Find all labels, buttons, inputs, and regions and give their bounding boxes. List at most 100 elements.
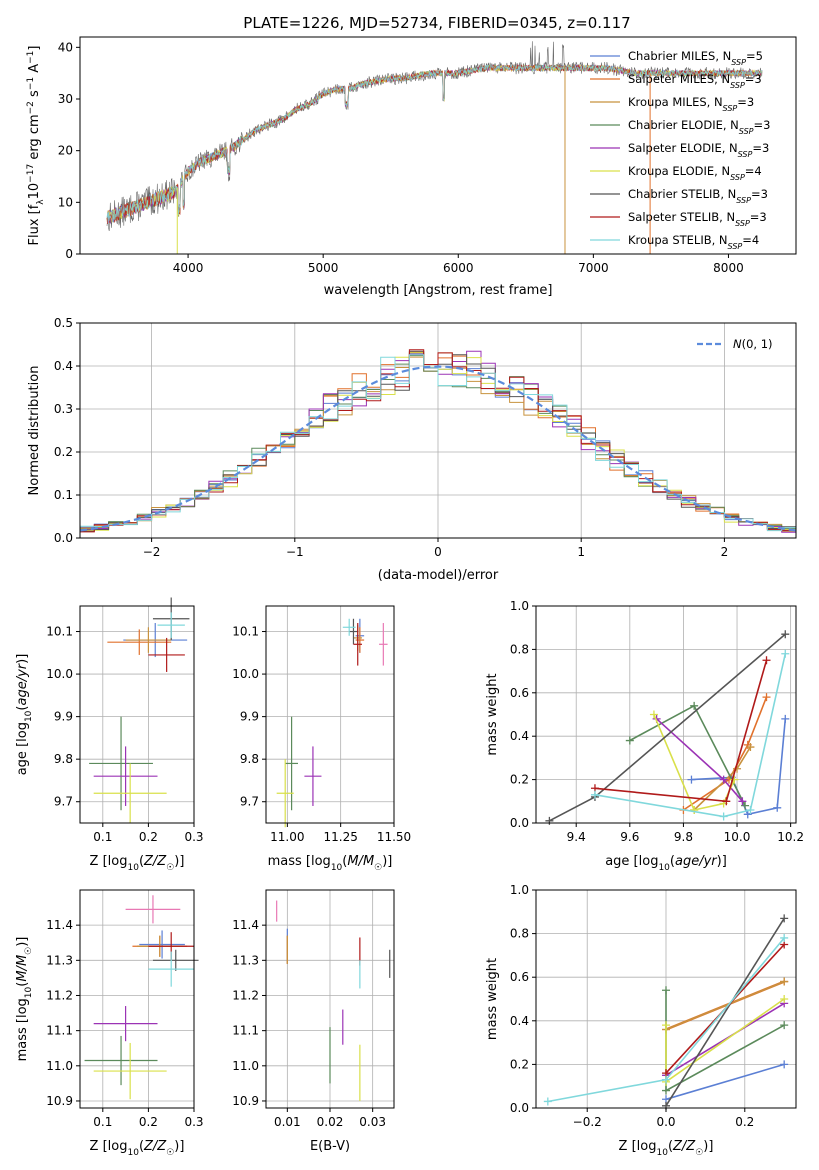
y-tick-label-0: 0.0 (510, 816, 529, 830)
x-tick-label-0: 11.00 (270, 830, 304, 844)
y-tick-label-2: 11.1 (46, 1024, 73, 1038)
y-tick-label-2: 20 (58, 144, 73, 158)
y-tick-label-5: 0.5 (54, 316, 73, 330)
series-line-kroupa-miles (665, 980, 785, 1031)
series-marker-8-2 (746, 805, 755, 814)
panel-age-vs-mass: 11.00 11.25 11.50 9.7 9.8 9.9 10.0 10.1 mass [lo… (232, 605, 411, 873)
x-tick-label-4: 10.2 (777, 830, 804, 844)
x-tick-label-1: 0.0 (656, 1115, 675, 1129)
x-tick-label-1: 5000 (308, 261, 339, 275)
series-marker-0-2 (743, 810, 752, 819)
panel-residual-histogram: −2 −1 0 1 2 0.0 0.1 0.2 0.3 0.4 0.5 (data-model)/er… (27, 316, 797, 583)
series-marker-5-2 (780, 995, 789, 1003)
x-tick-label-2: 0.2 (735, 1115, 754, 1129)
figure-title: PLATE=1226, MJD=52734, FIBERID=0345, z=0… (243, 14, 630, 32)
normal-curve (80, 365, 796, 532)
y-tick-label-3: 0.6 (510, 686, 529, 700)
y-tick-label-0: 10.9 (46, 1094, 73, 1108)
y-tick-label-1: 0.1 (54, 488, 73, 502)
axes-frame (535, 605, 797, 824)
axes-frame (265, 605, 395, 824)
spectrum-lines (106, 41, 763, 254)
plot-area-spectrum (106, 41, 763, 254)
x-tick-label-0: 4000 (173, 261, 204, 275)
series-line-kroupa-stelib (594, 653, 787, 818)
series-line-salpeter-miles (682, 696, 768, 811)
age-vs-Z-xlabel: Z [log10(Z/Z☉)] (90, 854, 185, 873)
series-marker-8-1 (662, 1075, 670, 1084)
y-tick-label-2: 0.4 (510, 729, 529, 743)
axes-frame (79, 605, 195, 824)
y-tick-label-2: 0.4 (510, 1014, 529, 1028)
y-tick-label-2: 11.1 (232, 1024, 259, 1038)
series-marker-0-0 (687, 775, 696, 784)
histogram-xlabel: (data-model)/error (378, 568, 499, 583)
spectrum-xlabel: wavelength [Angstrom, rest frame] (324, 283, 553, 298)
y-tick-label-4: 0.4 (54, 359, 73, 373)
x-tick-label-4: 8000 (713, 261, 744, 275)
series-line-chabrier-stelib (665, 917, 785, 1107)
x-tick-label-1: −1 (286, 545, 304, 559)
plot-area-residual-histogram (80, 349, 796, 533)
series-marker-1-3 (762, 693, 771, 702)
spectrum-ylabel: Flux [fλ10−17 erg cm−2 s−1 A−1] (26, 46, 46, 246)
y-tick-label-1: 11.0 (232, 1059, 259, 1073)
y-tick-label-0: 9.7 (240, 795, 259, 809)
legend-entry-3: Chabrier ELODIE, NSSP=3 (628, 118, 770, 136)
series-marker-6-1 (780, 914, 789, 923)
legend-entry-5: Kroupa ELODIE, NSSP=4 (628, 164, 762, 182)
series-marker-5-0 (662, 1021, 670, 1030)
series-marker-3-1 (690, 701, 699, 710)
y-tick-label-1: 10 (58, 195, 73, 209)
x-tick-label-0: 9.4 (567, 830, 586, 844)
spectrum-legend: Chabrier MILES, NSSP=5 Salpeter MILES, NS… (590, 49, 770, 251)
histogram-ylabel: Normed distribution (27, 366, 42, 496)
age-vs-mass-xlabel: mass [log10(M/M☉)] (268, 854, 393, 873)
y-tick-label-1: 9.8 (240, 752, 259, 766)
legend-entry-8: Kroupa STELIB, NSSP=4 (628, 233, 759, 251)
y-tick-label-1: 11.0 (46, 1059, 73, 1073)
series-marker-0-4 (781, 714, 790, 723)
x-tick-label-1: 0.02 (317, 1115, 344, 1129)
mass-vs-Z-xlabel: Z [log10(Z/Z☉)] (90, 1139, 185, 1158)
x-tick-label-0: 0.1 (93, 1115, 112, 1129)
y-tick-label-0: 9.7 (54, 795, 73, 809)
y-tick-label-2: 9.9 (240, 710, 259, 724)
plot-area-mass-vs-EBV (276, 900, 391, 1101)
age-vs-Z-ylabel: age [log10(age/yr)] (15, 654, 34, 776)
x-tick-label-1: 9.6 (620, 830, 639, 844)
legend-entry-7: Salpeter STELIB, NSSP=3 (628, 210, 767, 228)
x-tick-label-2: 6000 (443, 261, 474, 275)
series-marker-3-2 (741, 801, 750, 810)
y-tick-label-0: 0.0 (510, 1101, 529, 1115)
x-tick-label-1: 11.25 (323, 830, 357, 844)
series-marker-4-2 (738, 797, 747, 806)
y-tick-label-1: 0.2 (510, 773, 529, 787)
series-marker-8-0 (590, 790, 599, 799)
mass-weight-vs-Z-xlabel: Z [log10(Z/Z☉)] (619, 1139, 714, 1158)
y-tick-label-0: 0 (65, 247, 73, 261)
legend-entry-0: Chabrier MILES, NSSP=5 (628, 49, 763, 67)
histogram-steps (80, 349, 796, 533)
x-tick-label-2: 9.8 (674, 830, 693, 844)
x-tick-label-0: 0.01 (274, 1115, 301, 1129)
y-tick-label-5: 1.0 (510, 883, 529, 897)
legend-entry-6: Chabrier STELIB, NSSP=3 (628, 187, 768, 205)
series-marker-5-0 (649, 710, 658, 719)
series-marker-2-2 (746, 743, 755, 752)
series-marker-5-1 (690, 805, 699, 814)
legend-entry-4: Salpeter ELODIE, NSSP=3 (628, 141, 769, 159)
panel-spectrum: 4000 5000 6000 7000 8000 0 10 20 30 40 wavelength … (26, 36, 797, 298)
series-marker-8-0 (543, 1097, 552, 1106)
x-tick-label-1: 0.2 (139, 1115, 158, 1129)
y-tick-label-4: 40 (58, 40, 73, 54)
y-tick-label-3: 0.3 (54, 402, 73, 416)
plot-area-mass-weight-vs-Z (543, 914, 789, 1110)
y-tick-label-3: 0.6 (510, 970, 529, 984)
series-marker-3-0 (625, 736, 634, 745)
series-marker-8-2 (780, 933, 789, 942)
series-marker-6-2 (781, 630, 790, 639)
y-tick-label-4: 11.3 (232, 953, 259, 967)
series-marker-2-1 (780, 977, 789, 986)
